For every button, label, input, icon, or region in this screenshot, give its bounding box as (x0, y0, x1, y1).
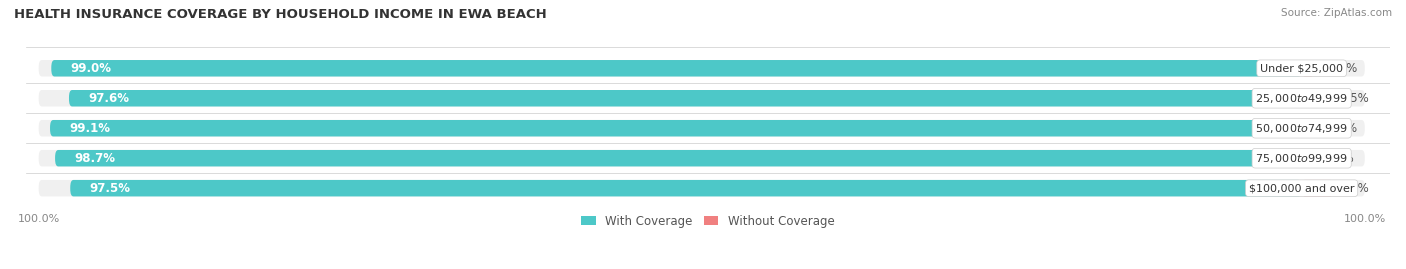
Text: 99.0%: 99.0% (70, 62, 111, 75)
Text: $50,000 to $74,999: $50,000 to $74,999 (1256, 122, 1348, 135)
FancyBboxPatch shape (55, 150, 1302, 167)
FancyBboxPatch shape (39, 90, 1365, 107)
FancyBboxPatch shape (51, 120, 1302, 136)
Text: 98.7%: 98.7% (75, 152, 115, 165)
Text: 0.99%: 0.99% (1320, 62, 1358, 75)
FancyBboxPatch shape (39, 60, 1365, 76)
Text: HEALTH INSURANCE COVERAGE BY HOUSEHOLD INCOME IN EWA BEACH: HEALTH INSURANCE COVERAGE BY HOUSEHOLD I… (14, 8, 547, 21)
Text: Source: ZipAtlas.com: Source: ZipAtlas.com (1281, 8, 1392, 18)
Legend: With Coverage, Without Coverage: With Coverage, Without Coverage (576, 210, 839, 232)
FancyBboxPatch shape (1302, 60, 1315, 76)
Text: Under $25,000: Under $25,000 (1260, 63, 1343, 73)
FancyBboxPatch shape (39, 150, 1365, 167)
Text: $25,000 to $49,999: $25,000 to $49,999 (1256, 92, 1348, 105)
Text: $100,000 and over: $100,000 and over (1249, 183, 1354, 193)
FancyBboxPatch shape (1302, 180, 1333, 196)
FancyBboxPatch shape (51, 60, 1302, 76)
FancyBboxPatch shape (39, 120, 1365, 136)
FancyBboxPatch shape (1302, 120, 1313, 136)
Text: 0.95%: 0.95% (1320, 122, 1357, 135)
FancyBboxPatch shape (70, 180, 1302, 196)
Text: $75,000 to $99,999: $75,000 to $99,999 (1256, 152, 1348, 165)
Text: 97.5%: 97.5% (89, 182, 131, 195)
Text: 1.3%: 1.3% (1324, 152, 1354, 165)
FancyBboxPatch shape (1302, 150, 1317, 167)
Text: 99.1%: 99.1% (69, 122, 110, 135)
FancyBboxPatch shape (69, 90, 1302, 107)
Text: 2.5%: 2.5% (1340, 92, 1369, 105)
Text: 2.5%: 2.5% (1340, 182, 1369, 195)
Text: 97.6%: 97.6% (89, 92, 129, 105)
FancyBboxPatch shape (39, 180, 1365, 196)
FancyBboxPatch shape (1302, 90, 1333, 107)
